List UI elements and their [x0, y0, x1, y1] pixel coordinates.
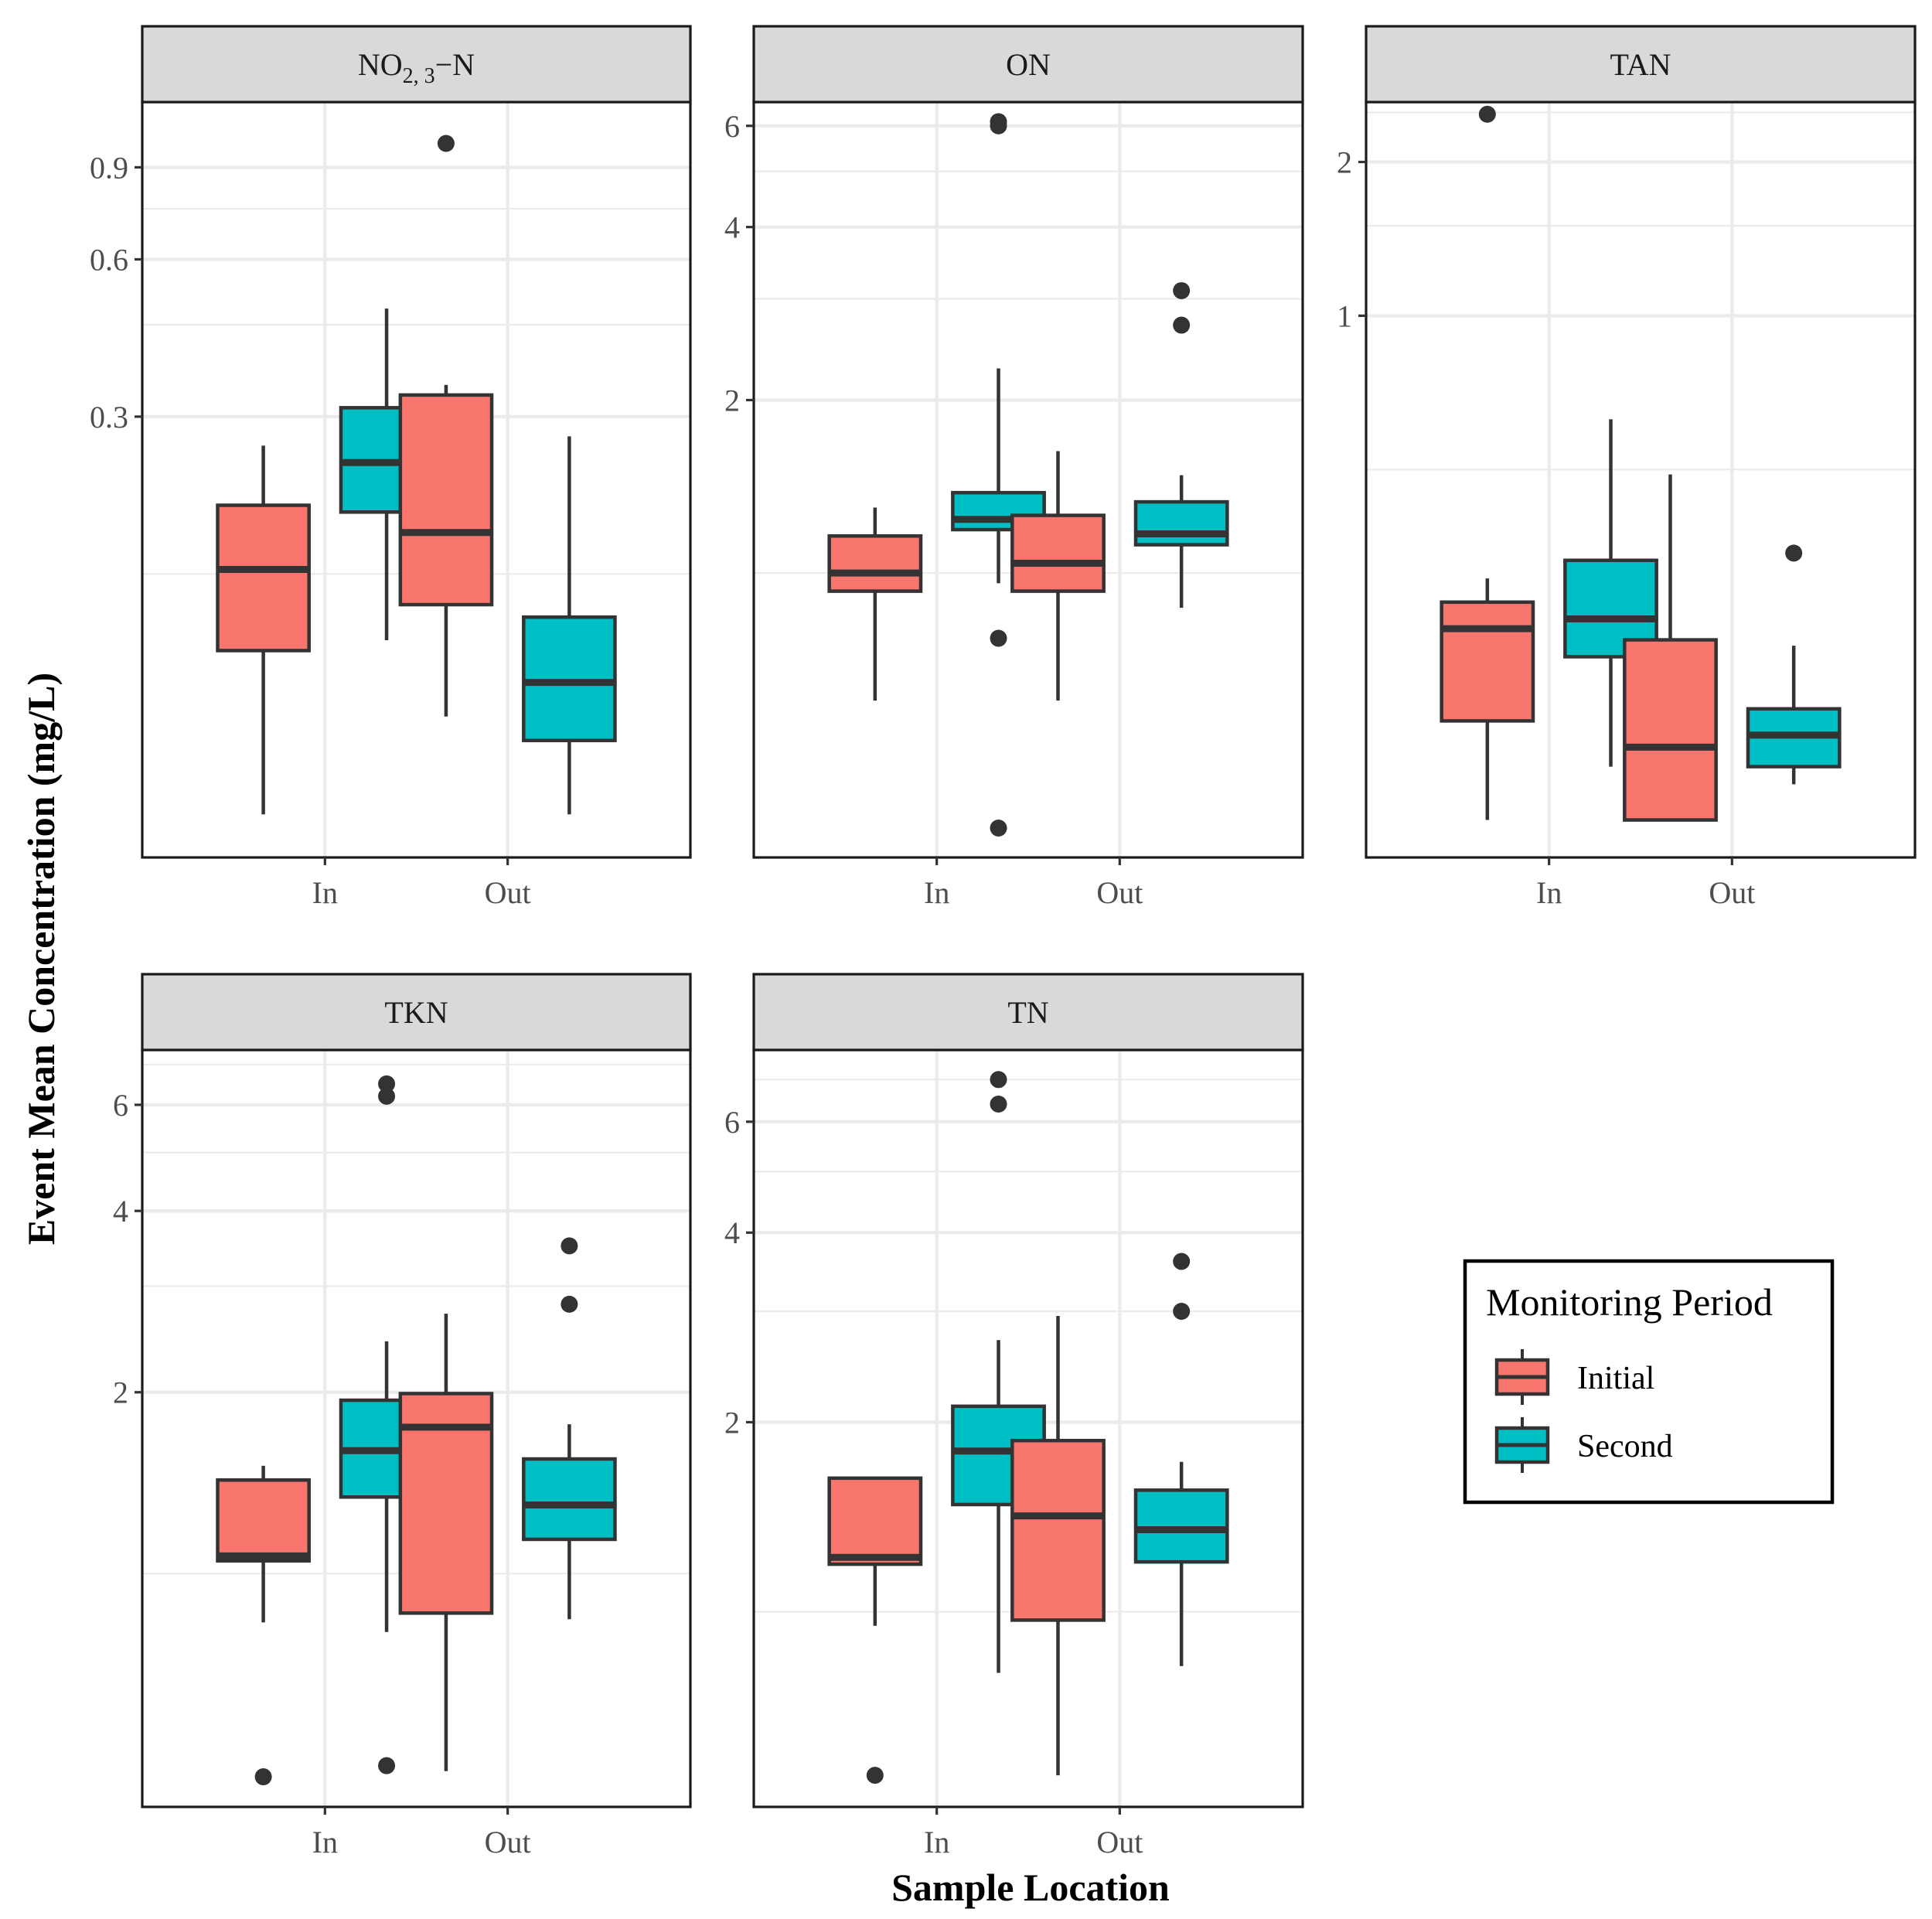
- box-body: [522, 1457, 617, 1542]
- outlier-point: [1173, 281, 1191, 299]
- y-tick-label: 2: [724, 1405, 740, 1440]
- facet-strip: [752, 25, 1304, 104]
- box-body: [522, 615, 617, 742]
- y-axis-title: Event Mean Concentration (mg/L): [19, 673, 63, 1245]
- box-body: [216, 503, 311, 653]
- x-tick-label: In: [1536, 875, 1562, 910]
- facet-strip: [1365, 25, 1917, 104]
- box-second-out: [1133, 281, 1229, 608]
- box-second-out: [522, 1237, 617, 1620]
- outlier-point: [990, 1095, 1007, 1113]
- facet-panel: NO2, 3−N 0.3 0.6 0.9 In Out: [90, 25, 692, 910]
- box-second-out: [1133, 1253, 1229, 1666]
- box-second-out: [1746, 544, 1842, 785]
- outlier-point: [561, 1237, 578, 1255]
- box-body: [1623, 638, 1718, 822]
- outlier-point: [1173, 1253, 1191, 1270]
- y-tick-label: 4: [724, 210, 740, 245]
- box-initial-out: [1010, 1315, 1106, 1776]
- box-initial-in: [1440, 105, 1535, 820]
- x-tick-label: Out: [1096, 1825, 1143, 1859]
- legend-key-second: [1494, 1417, 1550, 1473]
- box-body: [1010, 1438, 1106, 1622]
- legend-key-initial: [1494, 1349, 1550, 1405]
- box-initial-in: [827, 507, 923, 701]
- outlier-point: [254, 1768, 272, 1786]
- facet-strip: [141, 973, 692, 1052]
- y-tick-label: 2: [724, 383, 740, 418]
- facet-title: NO2, 3−N: [358, 47, 475, 88]
- y-tick-label: 0.6: [90, 242, 128, 277]
- box-initial-out: [398, 1314, 494, 1771]
- outlier-point: [1785, 544, 1803, 562]
- outlier-point: [378, 1087, 396, 1105]
- box-second-out: [522, 436, 617, 815]
- y-tick-label: 6: [113, 1088, 128, 1123]
- legend-label: Initial: [1577, 1361, 1654, 1396]
- outlier-point: [378, 1075, 396, 1092]
- facet-title: ON: [1006, 47, 1051, 82]
- y-tick-label: 6: [724, 1105, 740, 1140]
- x-axis-title: Sample Location: [891, 1866, 1170, 1909]
- x-tick-label: Out: [1709, 875, 1755, 910]
- legend-title: Monitoring Period: [1486, 1280, 1773, 1324]
- y-tick-label: 6: [724, 109, 740, 144]
- x-tick-label: In: [312, 1825, 338, 1859]
- x-tick-label: Out: [1096, 875, 1143, 910]
- box-initial-out: [1623, 474, 1718, 822]
- outlier-point: [561, 1295, 578, 1313]
- legend: Monitoring Period Initial Second: [1463, 1259, 1835, 1505]
- x-tick-label: In: [924, 875, 949, 910]
- box-body: [398, 393, 494, 607]
- box-body: [1133, 499, 1229, 547]
- x-tick-label: Out: [485, 1825, 531, 1859]
- facet-title: TKN: [384, 995, 448, 1030]
- outlier-point: [1173, 316, 1191, 334]
- box-initial-in: [216, 445, 311, 815]
- outlier-point: [990, 819, 1007, 837]
- outlier-point: [990, 629, 1007, 647]
- box-body: [1133, 1488, 1229, 1564]
- panel-background: [754, 102, 1303, 857]
- facet-title: TAN: [1610, 47, 1671, 82]
- outlier-point: [866, 1767, 884, 1784]
- facet-strip: [752, 973, 1304, 1052]
- facet-panel: TAN 1 2 In Out: [1337, 25, 1917, 910]
- y-tick-label: 1: [1337, 298, 1352, 333]
- box-initial-in: [827, 1476, 923, 1784]
- outlier-point: [990, 1071, 1007, 1089]
- box-initial-out: [398, 135, 494, 717]
- y-tick-label: 0.3: [90, 400, 128, 435]
- box-body: [827, 1476, 923, 1566]
- box-body: [1010, 513, 1106, 593]
- outlier-point: [378, 1757, 396, 1774]
- x-tick-label: Out: [485, 875, 531, 910]
- y-tick-label: 0.9: [90, 150, 128, 185]
- box-body: [216, 1478, 311, 1563]
- facet-panel: TN 2 4 6 In Out: [724, 973, 1304, 1859]
- y-tick-label: 2: [113, 1375, 128, 1410]
- facet-panel: ON 2 4 6 In Out: [724, 25, 1304, 910]
- x-tick-label: In: [924, 1825, 949, 1859]
- box-initial-in: [216, 1465, 311, 1786]
- outlier-point: [437, 135, 455, 152]
- box-body: [1440, 600, 1535, 723]
- box-initial-out: [1010, 451, 1106, 701]
- facet-title: TN: [1007, 995, 1048, 1030]
- facet-panel: TKN 2 4 6 In Out: [113, 973, 692, 1859]
- outlier-point: [1478, 105, 1496, 123]
- y-tick-label: 4: [724, 1215, 740, 1250]
- y-tick-label: 2: [1337, 145, 1352, 179]
- y-tick-label: 4: [113, 1194, 128, 1229]
- x-tick-label: In: [312, 875, 338, 910]
- outlier-point: [990, 113, 1007, 131]
- legend-label: Second: [1577, 1429, 1673, 1464]
- outlier-point: [1173, 1303, 1191, 1321]
- box-body: [827, 534, 923, 593]
- facet-strip: [141, 25, 692, 104]
